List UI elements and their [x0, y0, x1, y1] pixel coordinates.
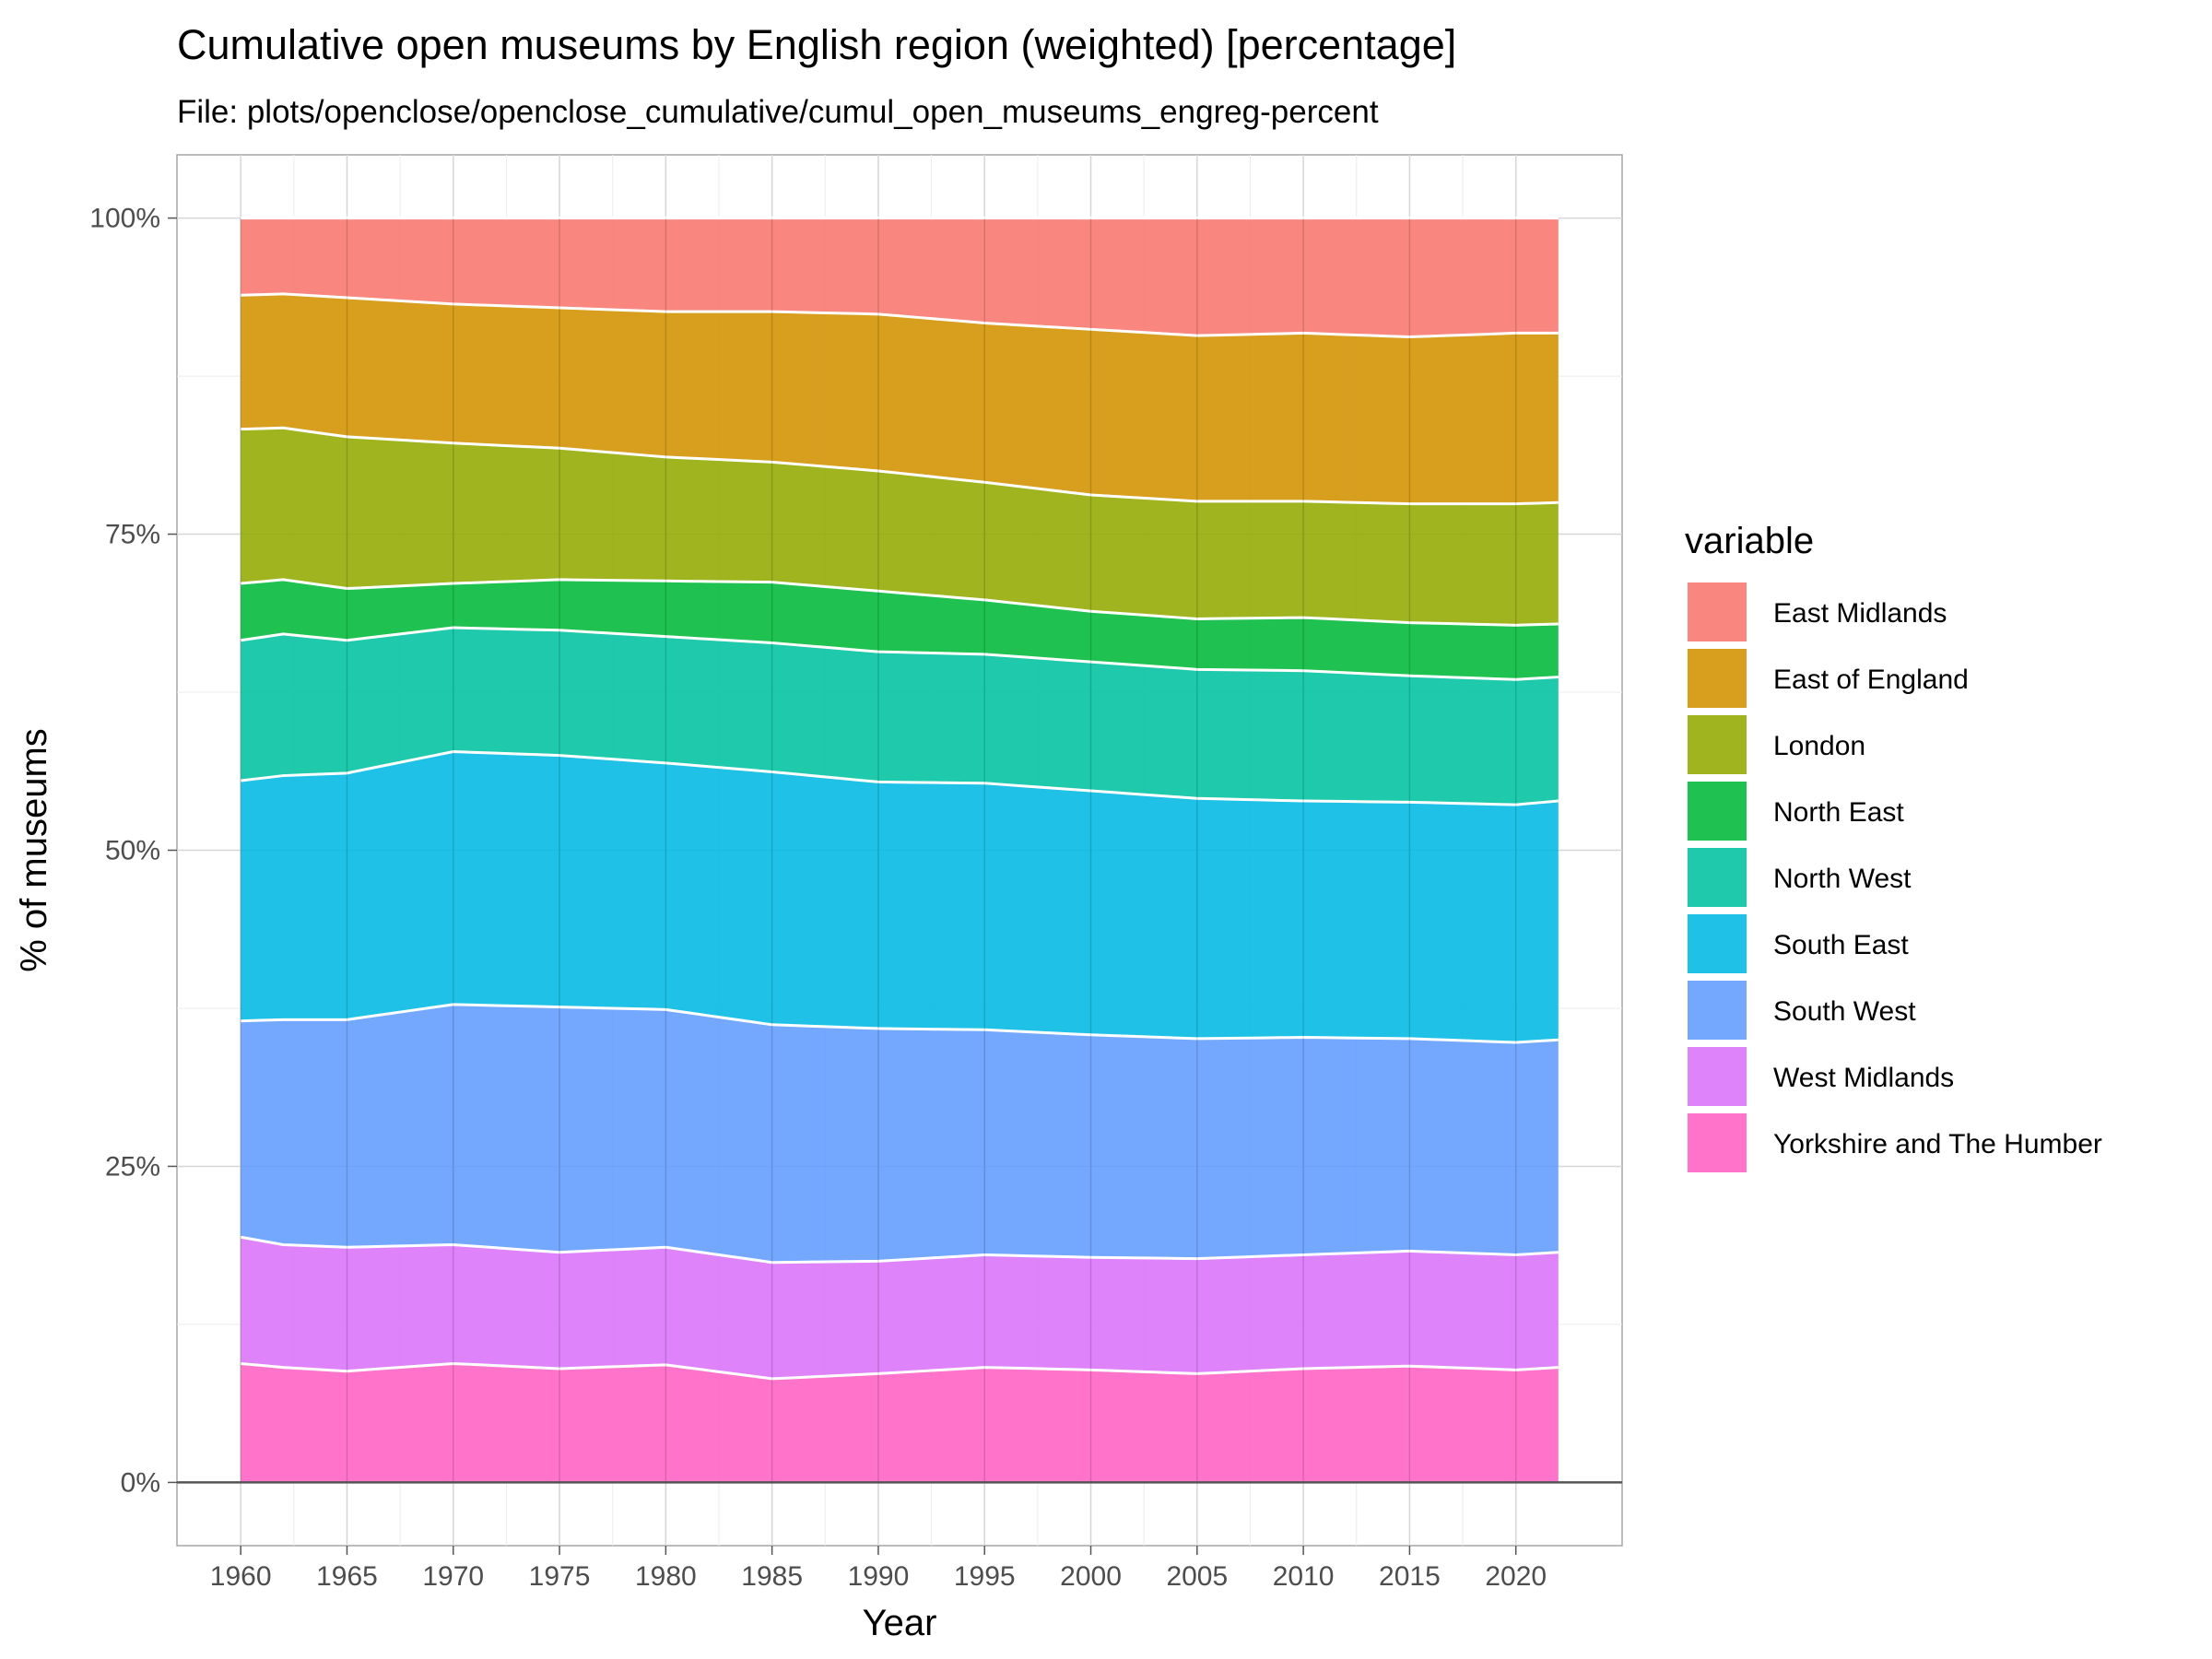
legend-key-london — [1688, 715, 1747, 774]
y-tick-label: 25% — [105, 1151, 160, 1182]
x-tick-label: 1995 — [954, 1561, 1016, 1592]
legend-label-west-midlands: West Midlands — [1773, 1063, 1954, 1093]
y-axis: 0% 25% 50% 75% 100% — [89, 204, 177, 1498]
x-tick-label: 1970 — [422, 1561, 484, 1592]
plot-panel — [176, 154, 1623, 1547]
area-boundary-line — [241, 292, 1559, 339]
area-boundary-line — [240, 1235, 1559, 1265]
y-tick-label: 50% — [105, 836, 160, 866]
x-tick-label: 2020 — [1485, 1561, 1547, 1592]
legend-label-south-east: South East — [1773, 930, 1909, 960]
area-south-west — [241, 1004, 1559, 1263]
area-yorkshire-and-the-humber — [241, 1363, 1559, 1483]
legend-key-south-west — [1688, 981, 1747, 1040]
x-tick-label: 1975 — [529, 1561, 591, 1592]
area-south-east — [241, 751, 1559, 1043]
legend-label-north-east: North East — [1773, 797, 1904, 828]
x-tick-label: 1990 — [848, 1561, 910, 1592]
x-tick-label: 2015 — [1379, 1561, 1441, 1592]
legend-label-north-west: North West — [1773, 864, 1912, 894]
x-tick-label: 2000 — [1060, 1561, 1122, 1592]
x-axis: 1960 1965 1970 1975 1980 1985 1990 1995 2000 2005… — [210, 1546, 1547, 1592]
legend-label-east-midlands: East Midlands — [1773, 598, 1947, 629]
grid-overlay — [240, 218, 1517, 1483]
y-tick-label: 75% — [105, 520, 160, 550]
legend-label-east-of-england: East of England — [1773, 665, 1969, 695]
chart-title: Cumulative open museums by English regio… — [177, 21, 1456, 68]
chart-subtitle: File: plots/openclose/openclose_cumulati… — [177, 94, 1379, 130]
y-tick-label: 100% — [89, 204, 160, 234]
legend-key-yorkshire-and-the-humber — [1688, 1113, 1747, 1172]
area-west-midlands — [241, 1237, 1559, 1379]
area-north-west — [241, 628, 1559, 806]
legend: variable East Midlands East of England Lon… — [1685, 521, 2102, 1172]
area-boundary-line — [241, 426, 1559, 506]
area-boundary-line — [241, 578, 1559, 627]
legend-title: variable — [1685, 521, 1814, 561]
x-tick-label: 2010 — [1273, 1561, 1335, 1592]
area-boundary-line — [240, 626, 1559, 681]
x-axis-label: Year — [863, 1603, 937, 1643]
legend-label-yorkshire-and-the-humber: Yorkshire and The Humber — [1773, 1129, 2102, 1159]
legend-key-west-midlands — [1688, 1047, 1747, 1106]
legend-key-south-east — [1688, 914, 1747, 973]
x-tick-label: 1965 — [316, 1561, 378, 1592]
legend-label-london: London — [1773, 731, 1865, 761]
area-boundary-line — [241, 1003, 1559, 1044]
legend-key-east-of-england — [1688, 649, 1747, 708]
y-axis-label: % of museums — [14, 728, 54, 972]
x-tick-label: 1985 — [741, 1561, 803, 1592]
x-tick-label: 1980 — [635, 1561, 697, 1592]
area-north-east — [241, 579, 1559, 680]
legend-key-north-west — [1688, 848, 1747, 907]
area-london — [241, 428, 1559, 626]
legend-label-south-west: South West — [1773, 996, 1916, 1027]
y-tick-label: 0% — [121, 1467, 160, 1498]
area-series-group — [240, 217, 1559, 1483]
x-tick-label: 2005 — [1166, 1561, 1228, 1592]
legend-items: East Midlands East of England London North … — [1688, 582, 2102, 1172]
area-east-of-england — [241, 293, 1559, 504]
legend-key-north-east — [1688, 782, 1747, 841]
x-tick-label: 1960 — [210, 1561, 272, 1592]
legend-key-east-midlands — [1688, 582, 1747, 641]
area-boundary-line — [241, 1361, 1559, 1381]
area-boundary-line — [241, 749, 1559, 806]
